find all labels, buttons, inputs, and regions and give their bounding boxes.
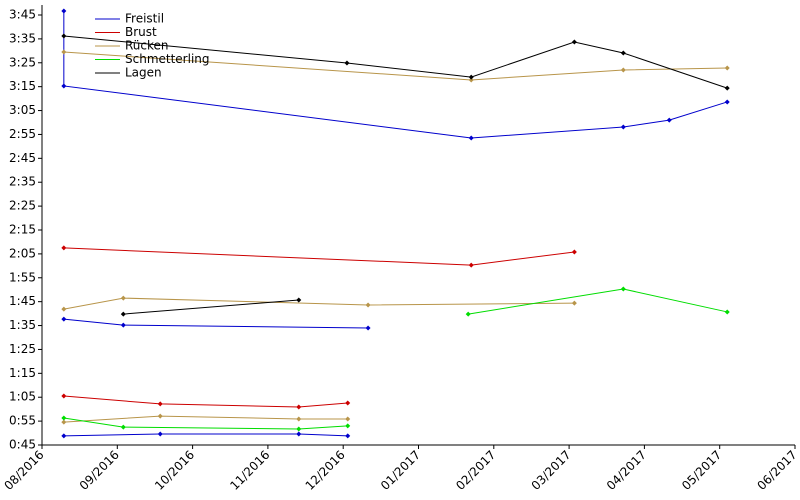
series-line <box>63 297 575 310</box>
point-marker <box>620 67 626 73</box>
series-line <box>63 247 575 266</box>
y-tick-label: 2:55 <box>9 127 36 141</box>
y-tick-label: 3:45 <box>9 8 36 22</box>
point-marker <box>120 424 126 430</box>
point-marker <box>61 306 67 312</box>
point-marker <box>724 85 730 91</box>
legend-label: Schmetterling <box>125 52 210 66</box>
series-line <box>63 395 348 408</box>
y-tick-label: 1:55 <box>9 270 36 284</box>
series-line <box>63 51 728 81</box>
point-marker <box>61 419 67 425</box>
point-marker <box>61 8 67 14</box>
x-tick-label: 10/2016 <box>152 448 197 493</box>
x-tick-label: 12/2016 <box>303 448 348 493</box>
x-tick-label: 09/2016 <box>77 448 122 493</box>
y-tick-label: 3:05 <box>9 103 36 117</box>
point-marker <box>296 297 302 303</box>
series-line <box>63 10 728 139</box>
x-tick-label: 08/2016 <box>1 448 46 493</box>
y-tick-label: 1:15 <box>9 366 36 380</box>
y-tick-label: 1:45 <box>9 294 36 308</box>
point-marker <box>620 286 626 292</box>
series-line <box>63 417 348 430</box>
y-tick-label: 3:25 <box>9 55 36 69</box>
legend-label: Rücken <box>125 39 169 53</box>
legend-label: Brust <box>125 25 157 39</box>
point-marker <box>571 39 577 45</box>
point-marker <box>296 404 302 410</box>
series-line <box>468 288 728 315</box>
point-marker <box>620 124 626 130</box>
y-tick-label: 3:35 <box>9 31 36 45</box>
legend-label: Freistil <box>125 12 164 26</box>
point-marker <box>724 65 730 71</box>
y-tick-label: 2:45 <box>9 151 36 165</box>
y-tick-label: 0:55 <box>9 414 36 428</box>
series-line <box>63 415 348 423</box>
point-marker <box>468 77 474 83</box>
point-marker <box>571 300 577 306</box>
y-tick-label: 1:35 <box>9 318 36 332</box>
x-tick-label: 06/2017 <box>754 448 799 493</box>
point-marker <box>61 393 67 399</box>
x-tick-label: 02/2017 <box>453 448 498 493</box>
point-marker <box>120 295 126 301</box>
point-marker <box>120 311 126 317</box>
point-marker <box>345 416 351 422</box>
point-marker <box>61 415 67 421</box>
point-marker <box>724 99 730 105</box>
point-marker <box>157 413 163 419</box>
y-tick-label: 0:45 <box>9 438 36 452</box>
point-marker <box>61 316 67 322</box>
point-marker <box>620 50 626 56</box>
point-marker <box>120 322 126 328</box>
point-marker <box>465 311 471 317</box>
point-marker <box>365 302 371 308</box>
point-marker <box>345 400 351 406</box>
point-marker <box>296 431 302 437</box>
point-marker <box>344 60 350 66</box>
point-marker <box>365 325 371 331</box>
x-tick-label: 11/2016 <box>227 448 272 493</box>
point-marker <box>571 249 577 255</box>
point-marker <box>345 423 351 429</box>
x-tick-label: 05/2017 <box>679 448 724 493</box>
point-marker <box>468 262 474 268</box>
point-marker <box>468 74 474 80</box>
y-tick-label: 3:15 <box>9 79 36 93</box>
point-marker <box>61 245 67 251</box>
point-marker <box>468 135 474 141</box>
point-marker <box>666 117 672 123</box>
point-marker <box>61 83 67 89</box>
legend-label: Lagen <box>125 66 162 80</box>
point-marker <box>296 416 302 422</box>
point-marker <box>61 49 67 55</box>
series-line <box>63 318 369 329</box>
y-tick-label: 2:15 <box>9 223 36 237</box>
y-tick-label: 1:05 <box>9 390 36 404</box>
point-marker <box>724 309 730 315</box>
y-tick-label: 2:05 <box>9 246 36 260</box>
x-tick-label: 01/2017 <box>378 448 423 493</box>
y-tick-label: 2:25 <box>9 199 36 213</box>
series-line <box>123 299 299 315</box>
x-tick-label: 04/2017 <box>604 448 649 493</box>
point-marker <box>61 33 67 39</box>
point-marker <box>345 433 351 439</box>
point-marker <box>157 401 163 407</box>
point-marker <box>61 433 67 439</box>
series-line <box>63 35 728 89</box>
series-line <box>63 433 348 437</box>
x-tick-label: 03/2017 <box>529 448 574 493</box>
point-marker <box>157 431 163 437</box>
y-tick-label: 2:35 <box>9 175 36 189</box>
point-marker <box>296 426 302 432</box>
y-tick-label: 1:25 <box>9 342 36 356</box>
